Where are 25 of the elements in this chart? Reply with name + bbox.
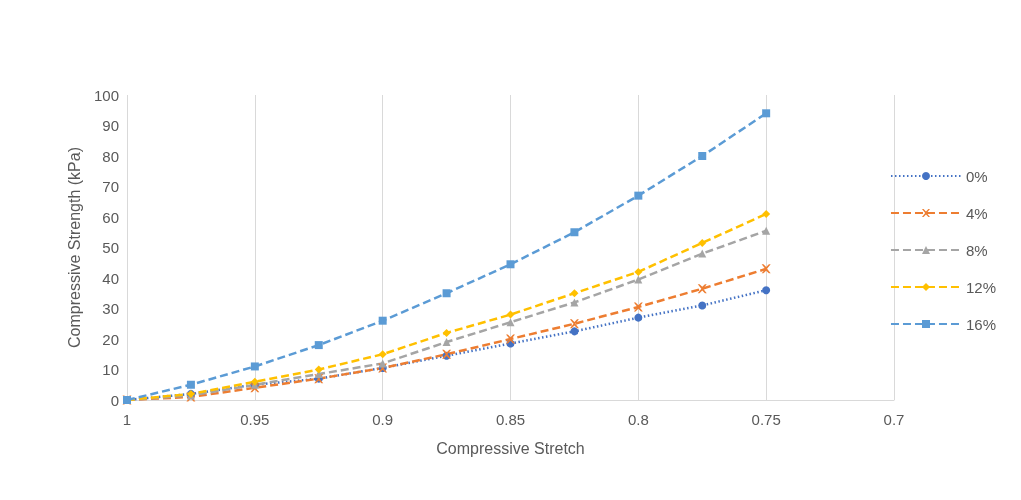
y-axis-title: Compressive Strength (kPa) [65,147,83,348]
x-tick-label: 0.85 [495,411,526,428]
y-tick-label: 60 [102,208,119,226]
x-tick-label: 0.8 [627,411,649,428]
y-tick-label: 30 [102,300,119,317]
y-tick-label: 20 [102,330,119,348]
x-tick-label: 0.75 [751,411,781,428]
y-tick-label: 70 [102,178,119,195]
x-tick-label: 0.7 [883,411,905,428]
x-axis-title: Compressive Stretch [436,439,585,457]
y-tick-label: 0 [110,391,119,409]
x-tick-label: 0.95 [240,411,270,428]
legend-label: 0% [965,167,988,185]
legend-label: 4% [965,204,988,222]
y-tick-label: 10 [102,361,119,378]
legend-label: 16% [965,315,997,333]
x-tick-label: 0.9 [372,411,394,428]
legend-label: 12% [965,278,997,296]
x-tick-label: 1 [122,411,132,428]
y-tick-label: 80 [102,147,119,165]
y-tick-label: 50 [102,239,119,256]
y-tick-label: 90 [102,117,119,134]
y-tick-label: 100 [93,86,119,104]
legend-label: 8% [965,241,988,259]
y-tick-label: 40 [102,269,119,287]
